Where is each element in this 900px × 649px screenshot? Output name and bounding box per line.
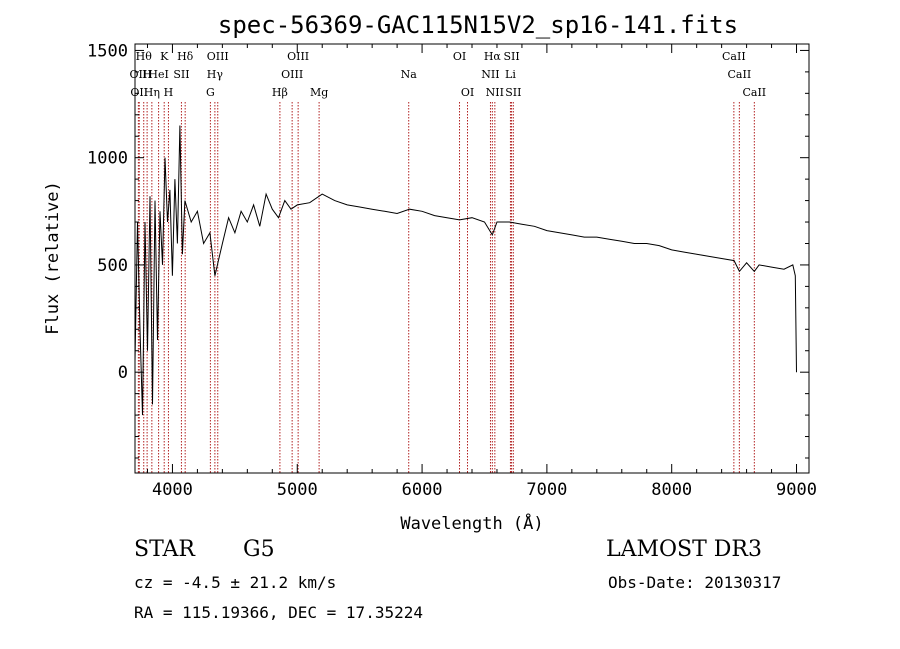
- sky-coordinates: RA = 115.19366, DEC = 17.35224: [134, 603, 423, 622]
- line-label-17: Na: [401, 68, 418, 81]
- plot-frame: [134, 43, 810, 474]
- line-label-18: OI: [453, 50, 466, 63]
- line-label-8: SII: [173, 68, 189, 81]
- line-label-11: Hγ: [207, 68, 224, 81]
- line-label-24: SII: [503, 50, 519, 63]
- x-tick-label-2: 6000: [402, 480, 443, 500]
- redshift-velocity: cz = -4.5 ± 21.2 km/s: [134, 573, 337, 592]
- line-label-19: OI: [461, 86, 474, 99]
- line-label-0: OII: [130, 68, 148, 81]
- x-tick-label-4: 8000: [651, 480, 692, 500]
- y-tick-label-3: 1500: [87, 41, 128, 61]
- line-label-28: CaII: [742, 86, 766, 99]
- spectrum-series-line: [134, 125, 797, 416]
- line-label-23: Li: [505, 68, 516, 81]
- survey-name: LAMOST DR3: [606, 537, 762, 562]
- y-axis-label: Flux (relative): [43, 181, 63, 335]
- line-label-5: HeI: [148, 68, 168, 81]
- line-label-3: H: [142, 68, 152, 81]
- y-tick-label-1: 500: [97, 256, 128, 276]
- line-label-15: OIII: [287, 50, 309, 63]
- line-label-16: Mg: [310, 86, 328, 99]
- object-class: STAR: [134, 537, 195, 562]
- y-tick-label-0: 0: [118, 363, 128, 383]
- y-tick-label-2: 1000: [87, 149, 128, 169]
- line-label-13: Hβ: [272, 86, 288, 99]
- x-tick-label-3: 7000: [526, 480, 567, 500]
- line-label-27: CaII: [728, 68, 752, 81]
- line-label-10: G: [206, 86, 215, 99]
- chart-title: spec-56369-GAC115N15V2_sp16-141.fits: [218, 11, 738, 39]
- line-label-22: NII: [486, 86, 504, 99]
- spectrum-chart: spec-56369-GAC115N15V2_sp16-141.fits OII…: [43, 11, 817, 534]
- line-label-12: OIII: [207, 50, 229, 63]
- axis-ticks: 4000 5000 6000 7000 8000 9000 0 500 1000 1500: [87, 41, 817, 500]
- line-label-21: Hα: [484, 50, 502, 63]
- line-label-20: NII: [481, 68, 499, 81]
- line-label-4: Hη: [144, 86, 160, 99]
- observation-date: Obs-Date: 20130317: [608, 573, 782, 592]
- line-label-7: H: [164, 86, 174, 99]
- line-label-9: Hδ: [177, 50, 194, 63]
- line-label-14: OIII: [281, 68, 303, 81]
- line-label-6: K: [160, 50, 169, 63]
- line-label-2: Hθ: [136, 50, 153, 63]
- object-subclass: G5: [243, 537, 275, 562]
- x-axis-label: Wavelength (Å): [400, 512, 543, 534]
- x-tick-label-5: 9000: [776, 480, 817, 500]
- spectral-line-markers: OIIOIIHθHHηHeIKHSIIHδGHγOIIIHβOIIIOIIIMg…: [130, 50, 766, 473]
- x-tick-label-0: 4000: [152, 480, 193, 500]
- x-tick-label-1: 5000: [277, 480, 318, 500]
- line-label-25: SII: [505, 86, 521, 99]
- line-label-26: CaII: [722, 50, 746, 63]
